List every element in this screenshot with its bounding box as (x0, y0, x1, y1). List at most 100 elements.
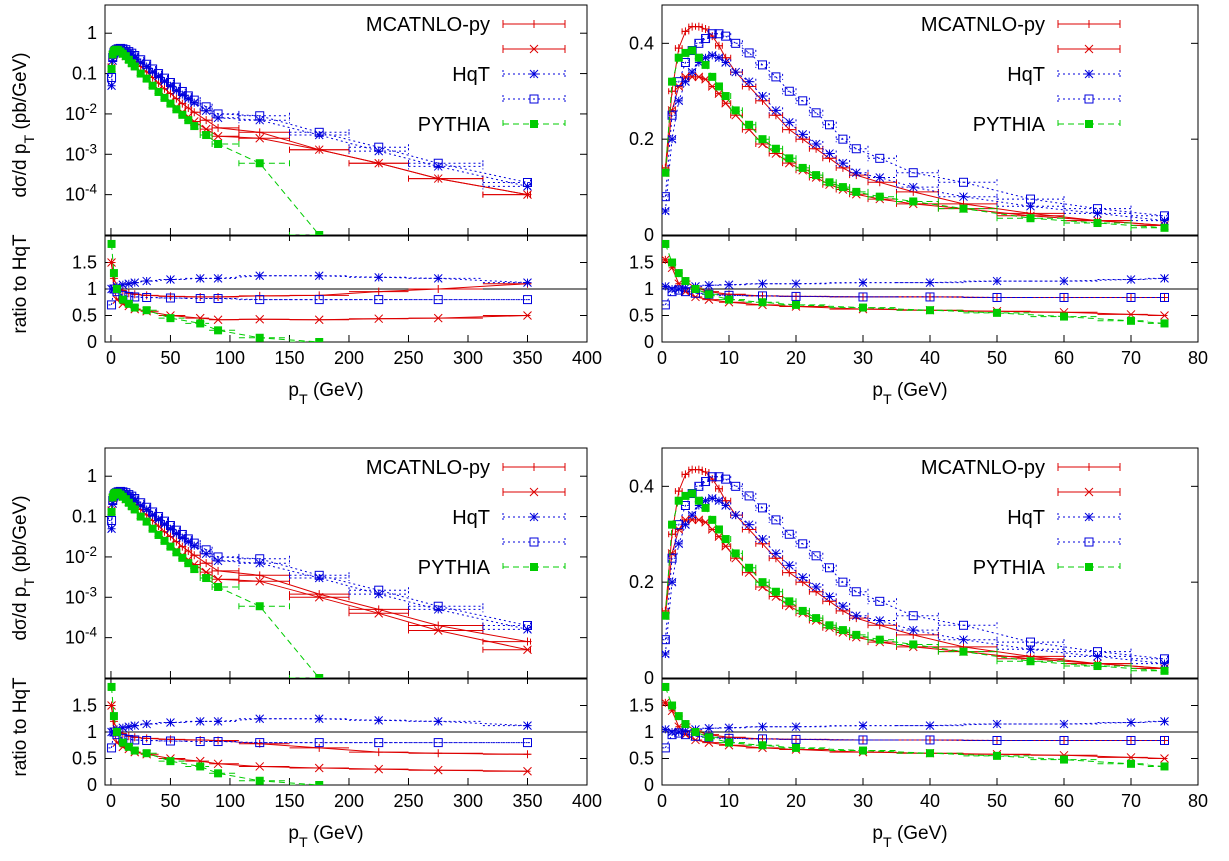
data-point (875, 616, 885, 625)
ratio-point (195, 294, 205, 304)
error-bar (482, 191, 531, 198)
data-point (744, 520, 754, 530)
error-bar (238, 603, 290, 610)
ratio-point (255, 295, 265, 305)
data-point (255, 554, 265, 564)
ratio-point (433, 738, 443, 748)
data-point (811, 108, 821, 118)
ratio-point (992, 276, 1002, 286)
data-point (851, 144, 861, 154)
data-point (183, 537, 193, 546)
ratio-point (704, 280, 714, 290)
ratio-point (758, 741, 767, 750)
data-point (214, 582, 223, 591)
data-point (165, 78, 175, 88)
data-point (1160, 666, 1169, 675)
x-tick-label: 50 (160, 348, 180, 368)
ratio-y-ticks: 0 0.5 1 1.5 (72, 696, 587, 795)
data-point (731, 510, 741, 520)
y-tick-label: 10-2 (65, 543, 97, 567)
legend-label: MCATNLO-py (366, 14, 490, 36)
data-point (784, 86, 794, 96)
x-tick-label: 400 (572, 791, 602, 811)
data-point (142, 517, 151, 526)
panel-top-right: 0 0.2 0.4 0 0.5 1 1.5 0 10 20 30 40 50 60 70 80 pT (GeV)… (629, 4, 1208, 408)
error-bar (190, 540, 201, 547)
data-point (721, 535, 730, 544)
ratio-point (791, 722, 801, 732)
data-point (875, 635, 884, 644)
data-point (107, 507, 116, 516)
data-point (667, 110, 677, 120)
data-point (758, 534, 767, 544)
data-point (166, 81, 175, 91)
ratio-point (667, 727, 677, 737)
x-tick-label: 250 (393, 348, 423, 368)
data-point (136, 69, 145, 78)
ratio-point (791, 291, 801, 301)
ratio-line (665, 259, 1165, 298)
error-bar (730, 483, 743, 490)
data-point (838, 158, 848, 168)
data-point (374, 585, 384, 595)
data-point (1026, 214, 1035, 223)
data-point (315, 674, 324, 678)
x-ticks: 0 10 20 30 40 50 60 70 80 (657, 671, 1208, 811)
ratio-point (791, 734, 801, 744)
data-point (771, 144, 780, 153)
data-point (255, 133, 265, 143)
ratio-point (214, 326, 223, 335)
ratio-point (662, 281, 670, 291)
ratio-point (130, 278, 140, 287)
ratio-point (374, 287, 383, 296)
ratio-point (142, 749, 151, 758)
legend-label: PYTHIA (973, 557, 1046, 579)
x-tick-label: 100 (215, 791, 245, 811)
data-point (662, 168, 670, 177)
data-point (142, 62, 152, 71)
data-point (160, 536, 169, 545)
error-bar (849, 145, 869, 152)
legend-marker (1085, 20, 1093, 28)
ratio-point (691, 728, 700, 736)
x-tick-label: 350 (512, 348, 542, 368)
data-point (731, 106, 740, 115)
data-point (908, 625, 918, 635)
data-point (374, 608, 384, 618)
data-point (213, 574, 223, 584)
data-point (852, 630, 861, 639)
x-tick-label: 400 (572, 348, 602, 368)
ratio-point (662, 300, 670, 310)
data-point (107, 524, 116, 534)
ratio-point (674, 284, 684, 294)
data-point (1160, 223, 1169, 232)
data-point (1093, 204, 1102, 214)
y-axis-title: dσ/d pT (pb/GeV) (10, 52, 38, 197)
ratio-point (142, 292, 152, 302)
error-bar (662, 636, 670, 643)
error-bar (755, 504, 770, 511)
ratio-point (213, 759, 223, 769)
x-tick-label: 80 (1188, 348, 1208, 368)
data-point (1026, 657, 1035, 666)
data-point (744, 491, 754, 501)
x-tick-label: 250 (393, 791, 423, 811)
data-point (688, 46, 697, 55)
ratio-point (1127, 759, 1135, 768)
error-bar (782, 88, 797, 95)
legend-marker (1084, 94, 1094, 104)
ratio-point (142, 276, 152, 286)
ratio-y-tick-label: 0 (644, 775, 654, 795)
data-point (714, 82, 723, 91)
ratio-point (1059, 292, 1069, 302)
ratio-point (107, 258, 116, 267)
ratio-point (662, 239, 670, 248)
data-point (674, 525, 684, 534)
data-point (731, 67, 741, 77)
legend-label: MCATNLO-py (921, 14, 1045, 36)
ratio-point (674, 728, 684, 738)
y-tick-label: 1 (87, 466, 97, 486)
error-bar (741, 564, 757, 571)
main-series (662, 465, 1169, 675)
ratio-point (859, 746, 867, 755)
